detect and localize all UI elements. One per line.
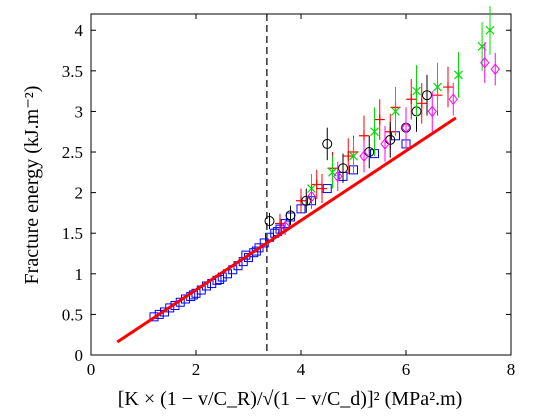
- data-marks: [116, 5, 500, 355]
- data-point-x: [433, 82, 442, 92]
- data-point-plus: [374, 114, 385, 125]
- data-point-diamond: [401, 121, 411, 134]
- data-point-circle: [322, 138, 333, 149]
- y-tick-label: 1: [75, 265, 84, 284]
- y-tick-label: 2.5: [62, 143, 83, 162]
- data-point-diamond: [359, 150, 369, 162]
- y-tick-label: 3: [75, 102, 84, 121]
- x-axis-label: [K × (1 − v/C_R)/√(1 − v/C_d)]² (MPa².m): [118, 388, 463, 410]
- data-point-diamond: [490, 63, 500, 76]
- data-point-x: [485, 25, 495, 35]
- data-point-circle: [285, 210, 296, 221]
- y-tick-label: 2: [75, 184, 84, 203]
- y-tick-label: 4: [75, 21, 84, 40]
- axis-ticks: 0 2 4 6 8 0 0.5 1 1.5 2 2.5 3 3.5 4: [62, 14, 516, 379]
- data-point-x: [391, 107, 400, 116]
- data-point-plus: [406, 94, 417, 105]
- data-point-plus: [359, 130, 369, 141]
- data-point-diamond: [333, 170, 343, 183]
- data-point-circle: [422, 90, 432, 101]
- data-point-diamond: [480, 56, 490, 69]
- x-tick-label: 4: [297, 360, 306, 379]
- x-tick-label: 2: [192, 360, 201, 379]
- data-point-x: [370, 127, 379, 137]
- series-x: [307, 5, 495, 204]
- data-point-x: [454, 70, 463, 80]
- data-point-diamond: [427, 105, 437, 118]
- data-point-plus: [443, 82, 453, 93]
- data-point-circle: [338, 163, 348, 174]
- x-tick-label: 8: [507, 360, 516, 379]
- plot-area: [90, 13, 512, 356]
- data-point-circle: [264, 216, 275, 227]
- x-tick-label: 6: [402, 360, 411, 379]
- fit-line: [116, 116, 457, 344]
- data-point-plus: [296, 195, 306, 206]
- data-point-diamond: [380, 138, 390, 150]
- data-point-plus: [311, 179, 322, 190]
- x-tick-label: 0: [87, 360, 96, 379]
- data-point-plus: [317, 183, 327, 194]
- data-point-plus: [343, 151, 354, 162]
- data-point-x: [412, 86, 421, 96]
- data-point-square: [165, 303, 175, 313]
- data-point-x: [349, 151, 358, 161]
- data-point-plus: [416, 98, 427, 109]
- y-tick-label: 1.5: [62, 224, 83, 243]
- series-diamond: [280, 42, 500, 235]
- y-axis-label: Fracture energy (kJ.m⁻²): [21, 86, 43, 285]
- data-point-square: [154, 309, 164, 319]
- data-point-square: [254, 243, 264, 253]
- data-point-diamond: [448, 93, 458, 106]
- y-tick-label: 0.5: [62, 305, 83, 324]
- data-point-diamond: [306, 190, 317, 203]
- y-tick-label: 3.5: [62, 62, 83, 81]
- y-tick-label: 0: [75, 346, 84, 365]
